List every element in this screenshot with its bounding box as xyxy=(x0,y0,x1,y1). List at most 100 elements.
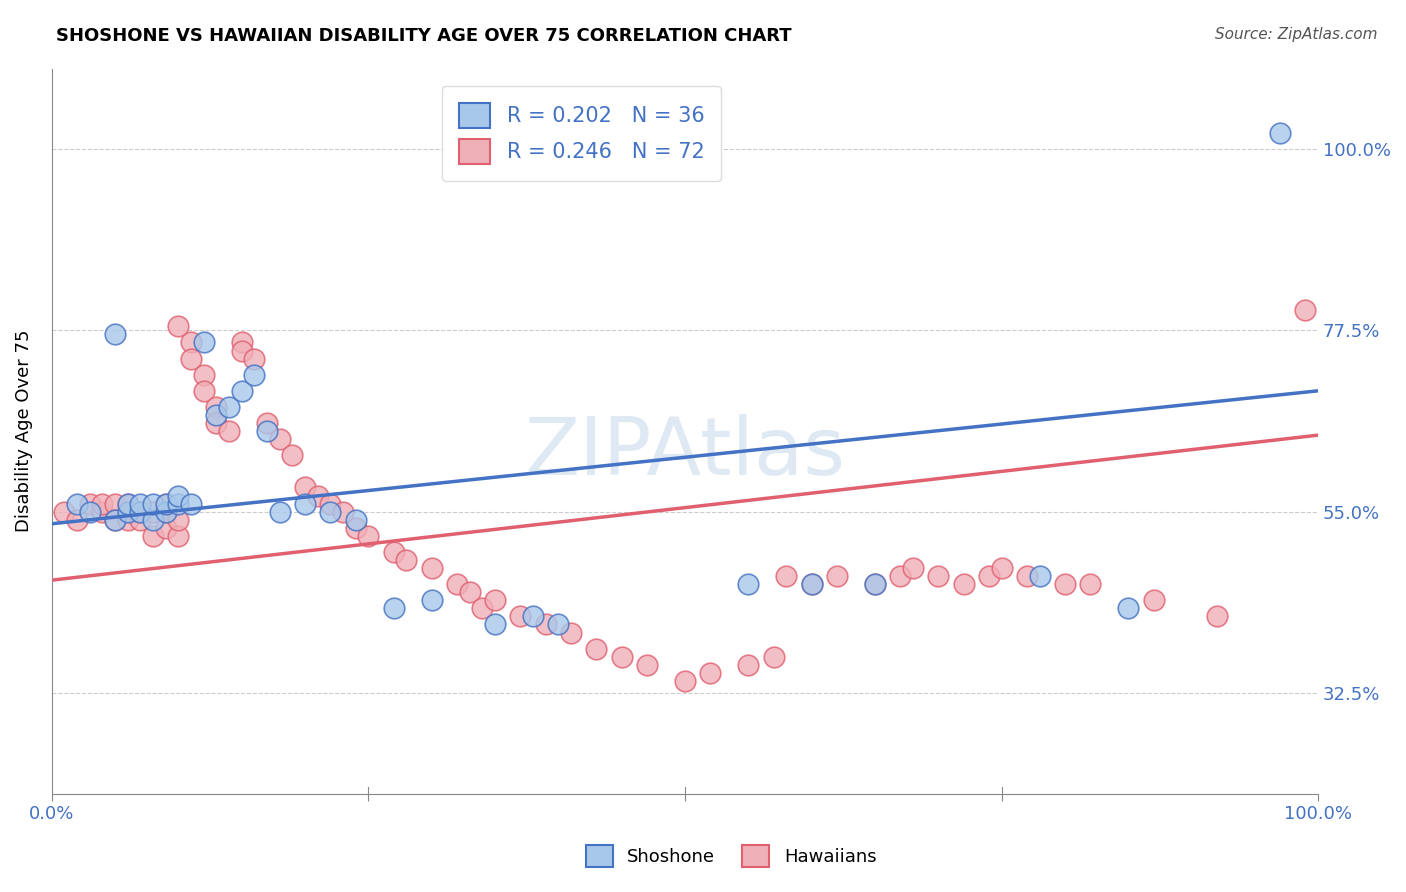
Legend: Shoshone, Hawaiians: Shoshone, Hawaiians xyxy=(578,838,884,874)
Point xyxy=(167,497,190,511)
Point xyxy=(420,593,443,607)
Point xyxy=(155,497,177,511)
Point xyxy=(382,545,405,559)
Point xyxy=(155,521,177,535)
Point xyxy=(560,625,582,640)
Point xyxy=(231,343,253,358)
Point xyxy=(167,529,190,543)
Point xyxy=(800,577,823,591)
Point xyxy=(395,553,418,567)
Point xyxy=(117,505,139,519)
Point xyxy=(889,569,911,583)
Point xyxy=(901,561,924,575)
Point xyxy=(231,335,253,350)
Point xyxy=(129,513,152,527)
Point xyxy=(1268,126,1291,140)
Point xyxy=(458,585,481,599)
Point xyxy=(1053,577,1076,591)
Point xyxy=(332,505,354,519)
Point xyxy=(180,335,202,350)
Legend: R = 0.202   N = 36, R = 0.246   N = 72: R = 0.202 N = 36, R = 0.246 N = 72 xyxy=(441,87,721,181)
Point xyxy=(104,497,127,511)
Point xyxy=(800,577,823,591)
Point xyxy=(256,424,278,438)
Point xyxy=(155,497,177,511)
Point xyxy=(104,513,127,527)
Point xyxy=(319,497,342,511)
Point xyxy=(977,569,1000,583)
Point xyxy=(117,497,139,511)
Point xyxy=(446,577,468,591)
Point xyxy=(927,569,949,583)
Point xyxy=(205,408,228,422)
Point xyxy=(737,577,759,591)
Point xyxy=(243,368,266,382)
Point xyxy=(357,529,380,543)
Point xyxy=(1142,593,1164,607)
Point xyxy=(167,319,190,334)
Point xyxy=(1295,303,1317,318)
Point xyxy=(167,489,190,503)
Point xyxy=(129,505,152,519)
Point xyxy=(1116,601,1139,615)
Point xyxy=(142,505,165,519)
Y-axis label: Disability Age Over 75: Disability Age Over 75 xyxy=(15,330,32,533)
Point xyxy=(142,513,165,527)
Point xyxy=(484,617,506,632)
Point xyxy=(180,351,202,366)
Point xyxy=(1015,569,1038,583)
Point xyxy=(193,335,215,350)
Point xyxy=(269,432,291,446)
Point xyxy=(129,497,152,511)
Point xyxy=(522,609,544,624)
Point xyxy=(547,617,569,632)
Point xyxy=(863,577,886,591)
Point xyxy=(319,505,342,519)
Point xyxy=(66,497,89,511)
Point xyxy=(79,505,101,519)
Point xyxy=(1028,569,1050,583)
Point xyxy=(585,641,607,656)
Point xyxy=(256,416,278,430)
Point xyxy=(281,448,304,462)
Point xyxy=(699,665,721,680)
Point xyxy=(344,513,367,527)
Point xyxy=(294,497,316,511)
Point xyxy=(382,601,405,615)
Point xyxy=(91,497,114,511)
Point xyxy=(155,505,177,519)
Point xyxy=(218,400,240,414)
Point xyxy=(269,505,291,519)
Point xyxy=(91,505,114,519)
Point xyxy=(180,497,202,511)
Point xyxy=(104,327,127,342)
Text: SHOSHONE VS HAWAIIAN DISABILITY AGE OVER 75 CORRELATION CHART: SHOSHONE VS HAWAIIAN DISABILITY AGE OVER… xyxy=(56,27,792,45)
Point xyxy=(79,497,101,511)
Point xyxy=(243,351,266,366)
Point xyxy=(1205,609,1227,624)
Point xyxy=(737,657,759,672)
Point xyxy=(117,513,139,527)
Point xyxy=(218,424,240,438)
Point xyxy=(775,569,797,583)
Point xyxy=(117,497,139,511)
Point xyxy=(205,400,228,414)
Point xyxy=(344,521,367,535)
Point xyxy=(420,561,443,575)
Point xyxy=(193,384,215,398)
Point xyxy=(53,505,76,519)
Point xyxy=(231,384,253,398)
Text: ZIPAtlas: ZIPAtlas xyxy=(524,414,845,491)
Point xyxy=(762,649,785,664)
Point xyxy=(534,617,557,632)
Point xyxy=(863,577,886,591)
Point xyxy=(484,593,506,607)
Point xyxy=(294,481,316,495)
Point xyxy=(673,673,696,688)
Point xyxy=(117,505,139,519)
Point xyxy=(952,577,974,591)
Point xyxy=(193,368,215,382)
Point xyxy=(129,505,152,519)
Text: Source: ZipAtlas.com: Source: ZipAtlas.com xyxy=(1215,27,1378,42)
Point xyxy=(990,561,1012,575)
